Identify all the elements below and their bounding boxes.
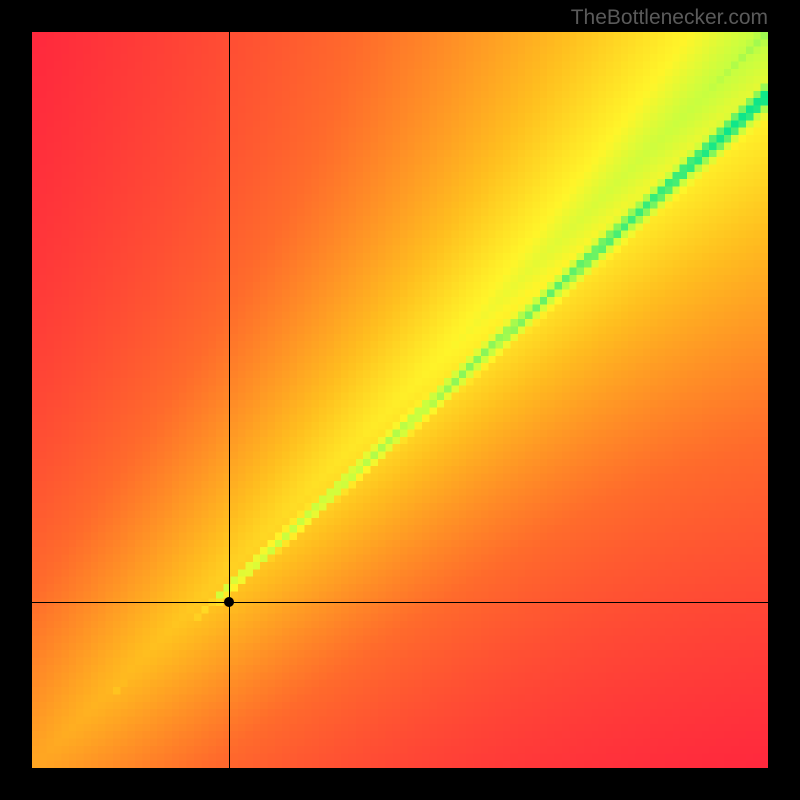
crosshair-vertical (229, 32, 230, 768)
chart-container: TheBottlenecker.com (0, 0, 800, 800)
crosshair-horizontal (32, 602, 768, 603)
bottleneck-heatmap (32, 32, 768, 768)
watermark-text: TheBottlenecker.com (571, 6, 768, 30)
